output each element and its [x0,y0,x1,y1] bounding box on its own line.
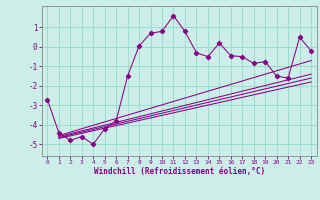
X-axis label: Windchill (Refroidissement éolien,°C): Windchill (Refroidissement éolien,°C) [94,167,265,176]
